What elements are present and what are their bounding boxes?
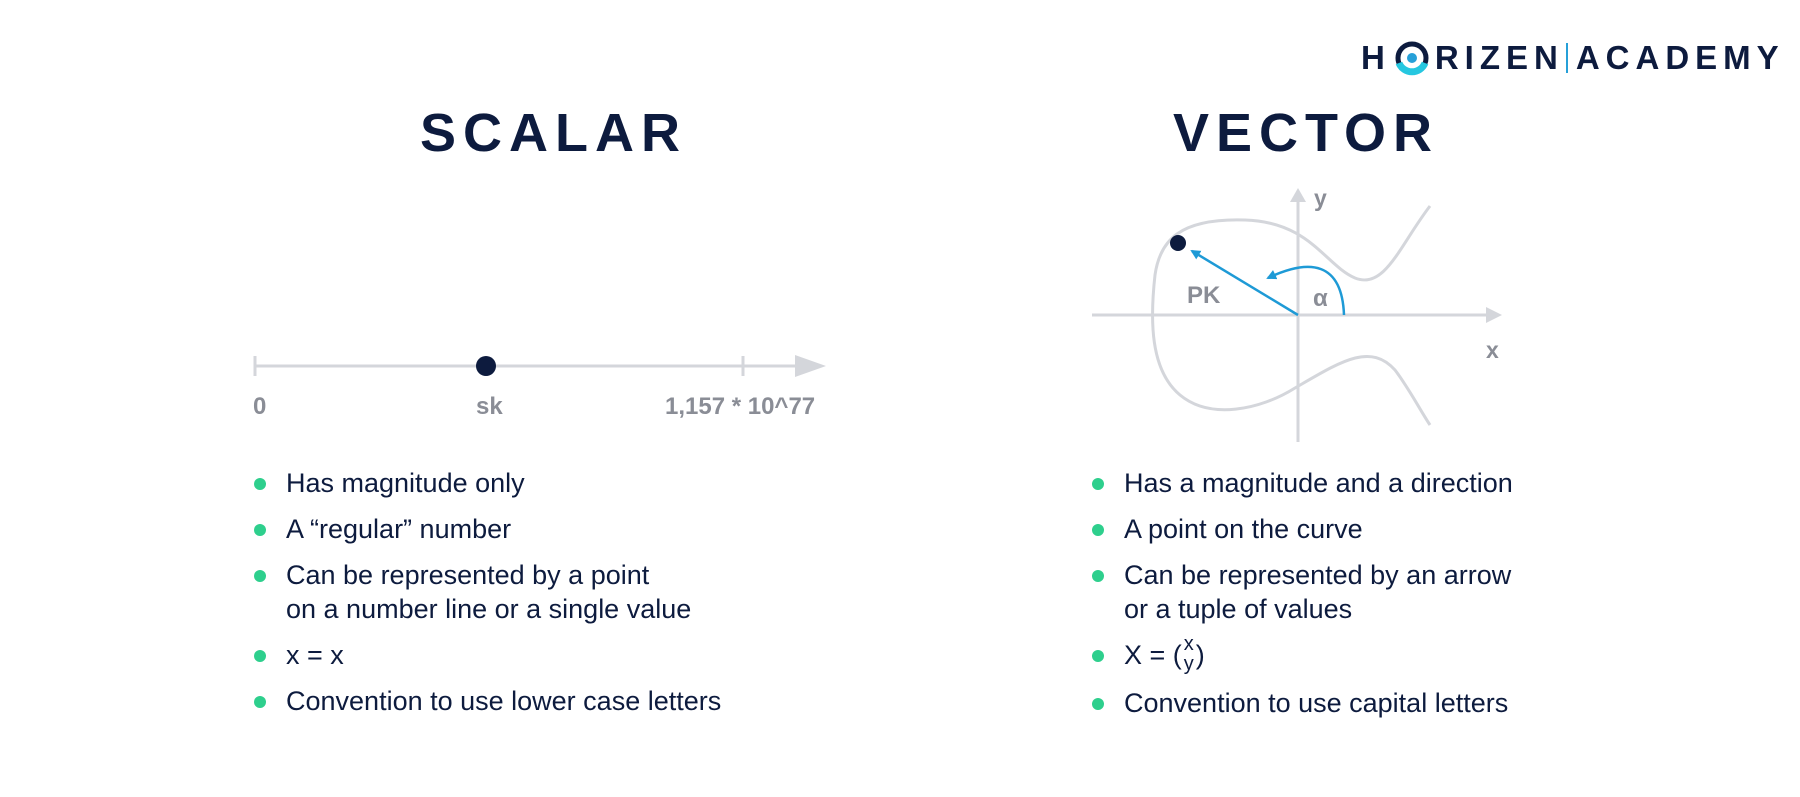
alpha-label: α [1313,285,1328,312]
list-item: Can be represented by a point on a number… [254,558,721,626]
tuple-top: x [1183,632,1194,655]
list-item-text: Convention to use capital letters [1124,687,1509,718]
scalar-title: SCALAR [420,103,687,163]
bullet-dot [254,524,266,536]
list-item-text: Can be represented by a point [286,560,650,590]
bullet-dot [1092,650,1104,662]
number-line-end-label: 1,157 * 10^77 [665,393,815,420]
number-line-start-label: 0 [253,393,266,420]
pk-label: PK [1187,282,1221,309]
list-item: X = (x y) [1092,634,1513,674]
elliptic-curve-graph: y x PK α [1092,185,1502,442]
list-item: A point on the curve [1092,512,1513,546]
vector-properties-list: Has a magnitude and a direction A point … [1092,466,1513,732]
pk-vector-arrow [1190,249,1299,317]
list-item-text: Has a magnitude and a direction [1124,468,1513,498]
logo-separator [1565,43,1568,73]
list-item-text: Convention to use lower case letters [286,686,722,716]
vector-title: VECTOR [1173,103,1440,163]
list-item-text: x = x [286,640,344,670]
angle-arc-arrow [1266,265,1346,316]
tuple-bottom: y [1183,652,1194,675]
bullet-dot [254,650,266,662]
y-axis-arrowhead [1290,188,1306,202]
bullet-dot [1092,478,1104,490]
bullet-dot [254,696,266,708]
bullet-dot [1092,697,1104,710]
elliptic-curve [1151,205,1432,426]
list-item-text: Has magnitude only [286,468,525,498]
logo-word-academy: ACADEMY [1575,39,1785,76]
y-axis-label: y [1314,185,1327,211]
x-axis-label: x [1486,337,1499,363]
list-item: Can be represented by an arrow or a tuple… [1092,558,1513,626]
tuple-suffix: ) [1195,640,1205,670]
list-item-text: Can be represented by an arrow [1124,560,1512,590]
number-line-arrowhead [795,355,826,377]
list-item-text: A point on the curve [1124,514,1363,544]
list-item-text-line2: on a number line or a single value [286,594,692,624]
list-item: Has magnitude only [254,466,721,500]
list-item-text: A “regular” number [286,514,512,544]
scalar-properties-list: Has magnitude only A “regular” number Ca… [254,466,721,730]
number-line: 0 sk 1,157 * 10^77 [253,355,826,420]
list-item: Convention to use lower case letters [254,684,721,718]
horizen-logo-icon [1393,39,1431,77]
bullet-dot [254,570,266,582]
tuple-prefix: X = ( [1124,640,1182,670]
list-item: x = x [254,638,721,672]
bullet-dot [254,478,266,490]
list-item: Has a magnitude and a direction [1092,466,1513,500]
logo-letter-h: H [1361,39,1391,76]
list-item: A “regular” number [254,512,721,546]
bullet-dot [1092,570,1104,582]
number-line-point-label: sk [476,393,503,420]
list-item: Convention to use capital letters [1092,686,1513,720]
logo-word-rizen: RIZEN [1434,39,1564,76]
x-axis-arrowhead [1486,307,1502,323]
horizen-academy-logo: H RIZEN ACADEMY [1361,36,1785,80]
sk-point [476,356,496,376]
list-item-text-line2: or a tuple of values [1124,594,1353,624]
vector-point [1170,235,1186,251]
bullet-dot [1092,524,1104,536]
